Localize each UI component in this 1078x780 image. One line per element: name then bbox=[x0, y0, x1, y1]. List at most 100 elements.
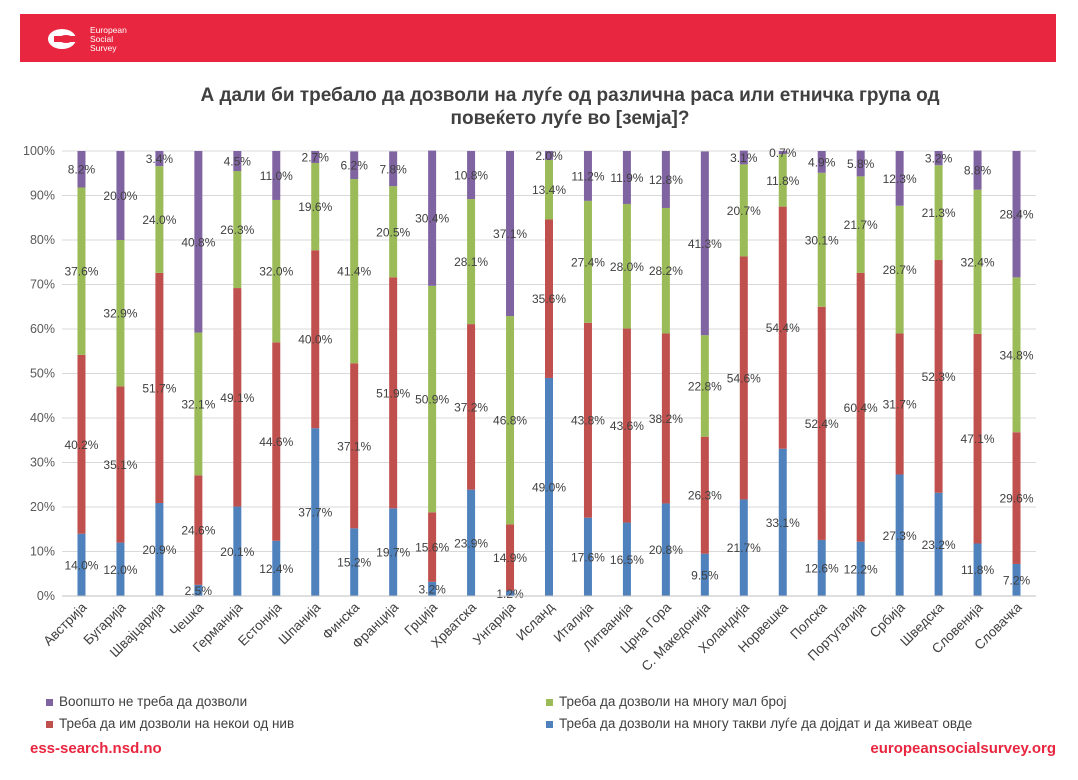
bar-segment bbox=[194, 475, 203, 585]
data-label: 2.5% bbox=[185, 584, 213, 598]
data-label: 37.7% bbox=[298, 506, 332, 520]
data-label: 21.7% bbox=[727, 541, 761, 555]
data-label: 35.1% bbox=[103, 458, 137, 472]
bar-segment bbox=[934, 260, 943, 493]
data-label: 15.2% bbox=[337, 556, 371, 570]
bar-segment bbox=[194, 584, 203, 596]
bar-segment bbox=[233, 171, 242, 289]
bar-segment bbox=[272, 540, 281, 596]
data-label: 50.9% bbox=[415, 393, 449, 407]
bar-segment bbox=[1012, 432, 1021, 564]
data-label: 49.1% bbox=[220, 391, 254, 405]
data-label: 43.8% bbox=[571, 414, 605, 428]
data-label: 24.6% bbox=[181, 524, 215, 538]
data-label: 28.0% bbox=[610, 260, 644, 274]
bar-segment bbox=[545, 151, 553, 160]
bar-segment bbox=[661, 207, 670, 334]
data-label: 11.0% bbox=[260, 169, 293, 183]
legend-label: Воопшто не треба да дозволи bbox=[59, 694, 248, 709]
data-label: 3.2% bbox=[418, 582, 446, 596]
data-label: 49.0% bbox=[532, 480, 566, 494]
bar-segment bbox=[233, 288, 242, 507]
data-label: 43.6% bbox=[610, 419, 644, 433]
legend-item-many: Треба да дозволи на многу такви луѓе да … bbox=[546, 716, 972, 731]
data-label: 41.3% bbox=[688, 237, 722, 251]
y-tick-label: 0% bbox=[37, 589, 55, 603]
data-label: 12.2% bbox=[844, 562, 878, 576]
data-label: 40.0% bbox=[298, 333, 332, 347]
data-label: 3.2% bbox=[925, 152, 953, 166]
data-label: 20.8% bbox=[649, 543, 683, 557]
legend-item-few: Треба да дозволи на многу мал број bbox=[546, 694, 787, 709]
data-label: 17.6% bbox=[571, 550, 605, 564]
bar-segment bbox=[272, 151, 281, 200]
bar-segment bbox=[1012, 151, 1021, 278]
bar-segment bbox=[583, 322, 592, 518]
data-label: 40.2% bbox=[64, 438, 98, 452]
data-label: 29.6% bbox=[1000, 492, 1034, 506]
bar-segment bbox=[311, 163, 320, 251]
data-label: 52.3% bbox=[922, 370, 956, 384]
bar-segment bbox=[700, 335, 709, 437]
bar-segment bbox=[545, 219, 553, 378]
data-label: 32.0% bbox=[259, 265, 293, 279]
bar-segment bbox=[934, 165, 943, 261]
bar-segment bbox=[350, 179, 359, 364]
bar-segment bbox=[155, 272, 164, 503]
legend-item-some: Треба да им дозволи на некои од нив bbox=[46, 716, 294, 731]
bar-segment bbox=[467, 324, 476, 490]
data-label: 3.1% bbox=[730, 151, 758, 165]
bar-segment bbox=[506, 524, 515, 591]
y-tick-label: 30% bbox=[30, 456, 55, 470]
data-label: 9.5% bbox=[691, 568, 719, 582]
bar-segment bbox=[311, 151, 320, 164]
data-label: 37.1% bbox=[493, 227, 527, 241]
data-label: 12.8% bbox=[649, 173, 683, 187]
bar-segment bbox=[350, 363, 359, 529]
stacked-bar-chart: 0% 10% 20% 30% 40% 50% 60% 70% 80% 90% 100% 14.0% 40… bbox=[23, 144, 1036, 674]
data-label: 35.6% bbox=[532, 292, 566, 306]
bar-segment bbox=[506, 590, 515, 596]
chart-title: А дали би требало да дозволи на луѓе од … bbox=[120, 84, 1020, 130]
bar-segment bbox=[155, 166, 164, 273]
data-label: 8.8% bbox=[964, 164, 992, 178]
bar-segment bbox=[194, 151, 203, 333]
data-label: 16.5% bbox=[610, 553, 644, 567]
y-tick-label: 20% bbox=[30, 500, 55, 514]
bar-segment bbox=[700, 553, 709, 596]
y-tick-label: 90% bbox=[30, 189, 55, 203]
footer-link-right[interactable]: europeansocialsurvey.org bbox=[870, 740, 1056, 757]
data-label: 60.4% bbox=[844, 401, 878, 415]
data-label: 34.8% bbox=[1000, 348, 1034, 362]
bar-segment bbox=[973, 189, 982, 334]
y-tick-label: 10% bbox=[30, 545, 55, 559]
bar-segment bbox=[506, 151, 515, 317]
bar-segment bbox=[116, 386, 125, 543]
bar-segment bbox=[428, 512, 437, 582]
bar-segment bbox=[233, 151, 242, 172]
data-label: 44.6% bbox=[259, 435, 293, 449]
bar-segment bbox=[389, 508, 398, 596]
bar-segment bbox=[583, 200, 592, 323]
data-label: 28.2% bbox=[649, 264, 683, 278]
bar-segment bbox=[545, 159, 553, 220]
data-label: 24.0% bbox=[142, 213, 176, 227]
data-label: 7.8% bbox=[379, 162, 407, 176]
title-line-2: повеќето луѓе во [земја]? bbox=[450, 108, 690, 129]
bar-segment bbox=[389, 186, 398, 278]
x-tick-label: С. Македонија bbox=[638, 599, 713, 674]
data-label: 30.1% bbox=[805, 233, 839, 247]
bar-segment bbox=[739, 499, 748, 596]
footer-link-left[interactable]: ess-search.nsd.no bbox=[30, 740, 162, 757]
bar-segment bbox=[545, 377, 553, 596]
bar-segment bbox=[116, 240, 125, 387]
data-label: 0.7% bbox=[769, 146, 797, 160]
x-tick-label: Унгарија bbox=[470, 599, 519, 648]
data-label: 23.2% bbox=[922, 538, 956, 552]
data-label: 12.0% bbox=[103, 563, 137, 577]
bar-segment bbox=[389, 151, 398, 187]
data-label: 40.8% bbox=[181, 235, 215, 249]
data-label: 46.8% bbox=[493, 414, 527, 428]
data-label: 15.6% bbox=[415, 541, 449, 555]
ess-logo bbox=[48, 29, 76, 49]
